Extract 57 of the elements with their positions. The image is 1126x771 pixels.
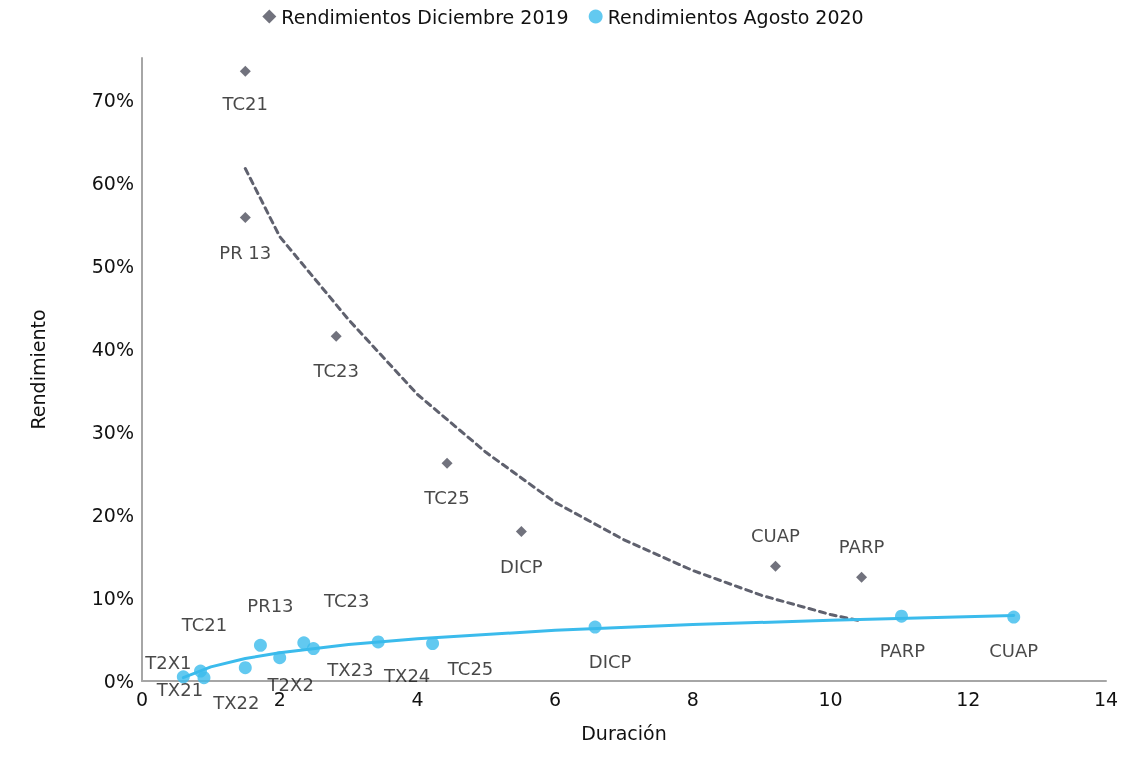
annotation: PR 13 [219, 241, 272, 263]
point [239, 211, 251, 223]
x-tick-label: 10 [818, 687, 843, 710]
legend-label: Rendimientos Diciembre 2019 [281, 5, 569, 28]
point [371, 635, 385, 649]
point [176, 670, 190, 684]
y-tick-label: 50% [91, 254, 134, 277]
x-tick-label: 6 [549, 687, 562, 710]
point [306, 642, 320, 656]
annotation: TX22 [212, 692, 260, 714]
point [426, 637, 440, 651]
point [239, 65, 251, 77]
annotation: TX23 [326, 659, 374, 681]
y-tick-label: 30% [91, 420, 134, 443]
y-axis-title: Rendimiento [26, 309, 49, 430]
point [895, 609, 908, 623]
point [441, 457, 453, 469]
annotation: DICP [588, 650, 632, 672]
annotation: DICP [500, 555, 543, 577]
point [588, 620, 602, 634]
annotation: T2X1 [144, 652, 192, 674]
x-axis-title: Duración [581, 721, 667, 744]
annotation: PARP [838, 535, 885, 557]
point [238, 661, 252, 675]
point [253, 638, 267, 652]
x-tick-label: 12 [956, 687, 981, 710]
annotation: TC25 [446, 658, 494, 680]
annotation: TC23 [312, 359, 359, 381]
annotation: PR13 [247, 594, 294, 616]
annotation: PARP [879, 639, 926, 661]
annotation: TX21 [155, 679, 204, 701]
point [515, 525, 527, 537]
annotation: TC21 [180, 613, 228, 635]
y-tick-label: 10% [91, 586, 134, 609]
y-tick-label: 40% [91, 337, 134, 360]
annotation: TC25 [423, 486, 470, 508]
point [197, 671, 211, 685]
x-tick-label: 0 [135, 687, 149, 710]
point [297, 636, 311, 650]
y-tick-label: 0% [103, 670, 134, 692]
y-tick-label: 60% [91, 171, 134, 194]
annotation: CUAP [751, 524, 801, 546]
point [856, 571, 868, 583]
point [1007, 610, 1021, 624]
annotation: CUAP [989, 639, 1039, 661]
y-tick-label: 70% [91, 88, 134, 111]
x-tick-label: 14 [1093, 687, 1119, 710]
legend-label: Rendimientos Agosto 2020 [607, 5, 864, 28]
annotation: TC23 [323, 590, 370, 612]
y-tick-label: 20% [91, 503, 134, 526]
x-tick-label: 4 [411, 687, 424, 710]
annotation: TX24 [383, 665, 431, 687]
point [330, 330, 342, 342]
x-tick-label: 8 [686, 687, 699, 710]
point [273, 651, 287, 665]
annotation: TC21 [221, 92, 268, 114]
point [769, 560, 781, 572]
